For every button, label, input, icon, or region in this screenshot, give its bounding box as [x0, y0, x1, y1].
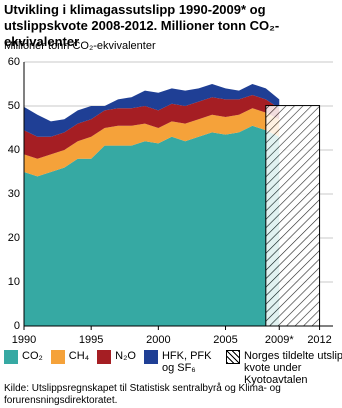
y-tick-label: 60	[8, 56, 20, 68]
legend-item: CH₄	[50, 350, 90, 386]
y-axis-label: Millioner tonn CO₂-ekvivalenter	[4, 40, 156, 52]
y-tick-label: 30	[8, 188, 20, 200]
legend-swatch	[225, 350, 240, 364]
x-tick-label: 2005	[213, 334, 237, 346]
area	[24, 95, 280, 159]
x-tick-label: 2012	[307, 334, 331, 346]
legend-label: HFK, PFK og SF₆	[161, 350, 212, 374]
x-tick-label: 2000	[146, 334, 170, 346]
y-tick-label: 0	[14, 320, 20, 332]
chart: 0 10 20 30 40 50 60 1990 1995 2000 2005 2009* 2012	[8, 56, 333, 346]
x-tick-label: 1995	[79, 334, 103, 346]
legend-item: N₂O	[97, 350, 136, 386]
legend-label: N₂O	[115, 350, 136, 362]
legend-label: Norges tildelte utslipps­kvote under Kyo…	[243, 350, 342, 386]
x-tick-label: 2009*	[265, 334, 294, 346]
legend-swatch	[50, 350, 65, 364]
chart-title: Utvikling i klimagassutslipp 1990-2009* …	[4, 2, 280, 49]
quota-box	[265, 105, 321, 327]
x-tick-label: 1990	[12, 334, 36, 346]
legend-label: CH₄	[68, 350, 90, 362]
area	[24, 84, 280, 137]
area	[24, 108, 280, 177]
y-tick-label: 20	[8, 232, 20, 244]
legend-swatch	[4, 350, 18, 364]
legend-item: HFK, PFK og SF₆	[143, 350, 218, 386]
source: Kilde: Utslippsregnskapet til Statistisk…	[4, 383, 281, 406]
legend-item: CO₂	[4, 350, 43, 386]
y-tick-label: 40	[8, 144, 20, 156]
legend-swatch	[143, 350, 158, 364]
y-tick-label: 10	[8, 276, 20, 288]
legend: CO₂ CH₄ N₂O HFK, PFK og SF₆ Norges tildelte …	[4, 350, 342, 386]
legend-swatch	[97, 350, 112, 364]
legend-item: Norges tildelte utslipps­kvote under Kyo…	[225, 350, 342, 386]
legend-label: CO₂	[22, 350, 43, 362]
area	[24, 125, 280, 326]
y-tick-label: 50	[8, 100, 20, 112]
